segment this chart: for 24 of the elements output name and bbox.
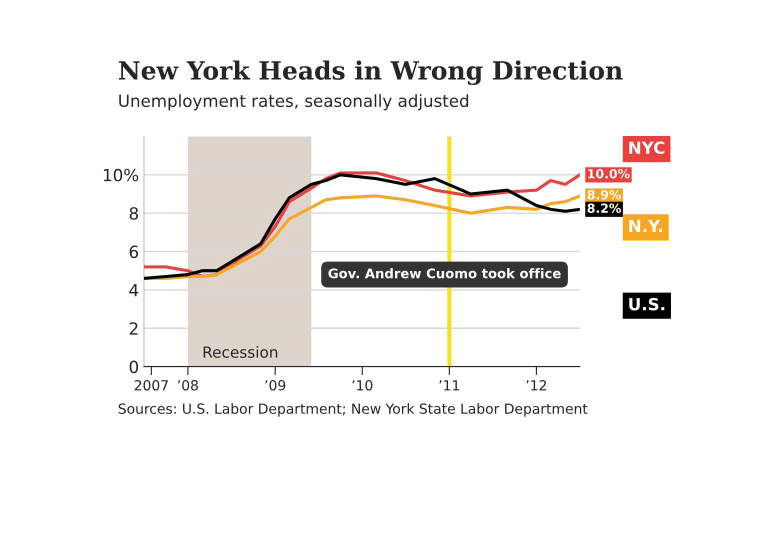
data-label: 8.2% — [588, 204, 622, 213]
y-tick-label: 2 — [130, 322, 138, 335]
x-tick-label: ’08 — [178, 380, 198, 391]
source-note: Sources: U.S. Labor Department; New York State Labor Department — [118, 403, 588, 417]
x-tick-label: ’11 — [439, 380, 460, 390]
text: NYC — [629, 141, 664, 154]
chart-title: New York Heads in Wrong Direction — [118, 60, 623, 86]
x-tick-label: 2007 — [134, 380, 168, 391]
chart-subtitle: Unemployment rates, seasonally adjusted — [119, 94, 468, 110]
x-tick-label: ’12 — [526, 380, 546, 390]
text: N.Y. — [629, 220, 662, 232]
y-tick-label: 0 — [130, 360, 138, 374]
y-tick-label: 4 — [129, 284, 138, 296]
data-label: 8.9% — [588, 190, 622, 200]
y-tick-label: 8 — [130, 207, 138, 220]
x-tick-label: ’09 — [265, 380, 286, 391]
line-series — [144, 194, 580, 280]
text: U.S. — [629, 298, 664, 310]
y-tick-label: 6 — [130, 245, 138, 258]
ref-line-label: Gov. Andrew Cuomo took office — [328, 268, 561, 278]
band-label: Recession — [204, 346, 278, 358]
data-label: 10.0% — [588, 168, 630, 178]
y-tick-label: 10% — [104, 168, 138, 182]
x-tick-label: ’10 — [352, 380, 372, 391]
